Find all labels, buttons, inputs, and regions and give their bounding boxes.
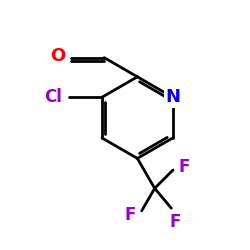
Text: N: N	[165, 88, 180, 106]
Text: F: F	[169, 213, 181, 231]
Text: O: O	[50, 47, 65, 65]
Text: F: F	[125, 206, 136, 224]
Text: F: F	[178, 158, 190, 176]
Text: Cl: Cl	[44, 88, 62, 106]
